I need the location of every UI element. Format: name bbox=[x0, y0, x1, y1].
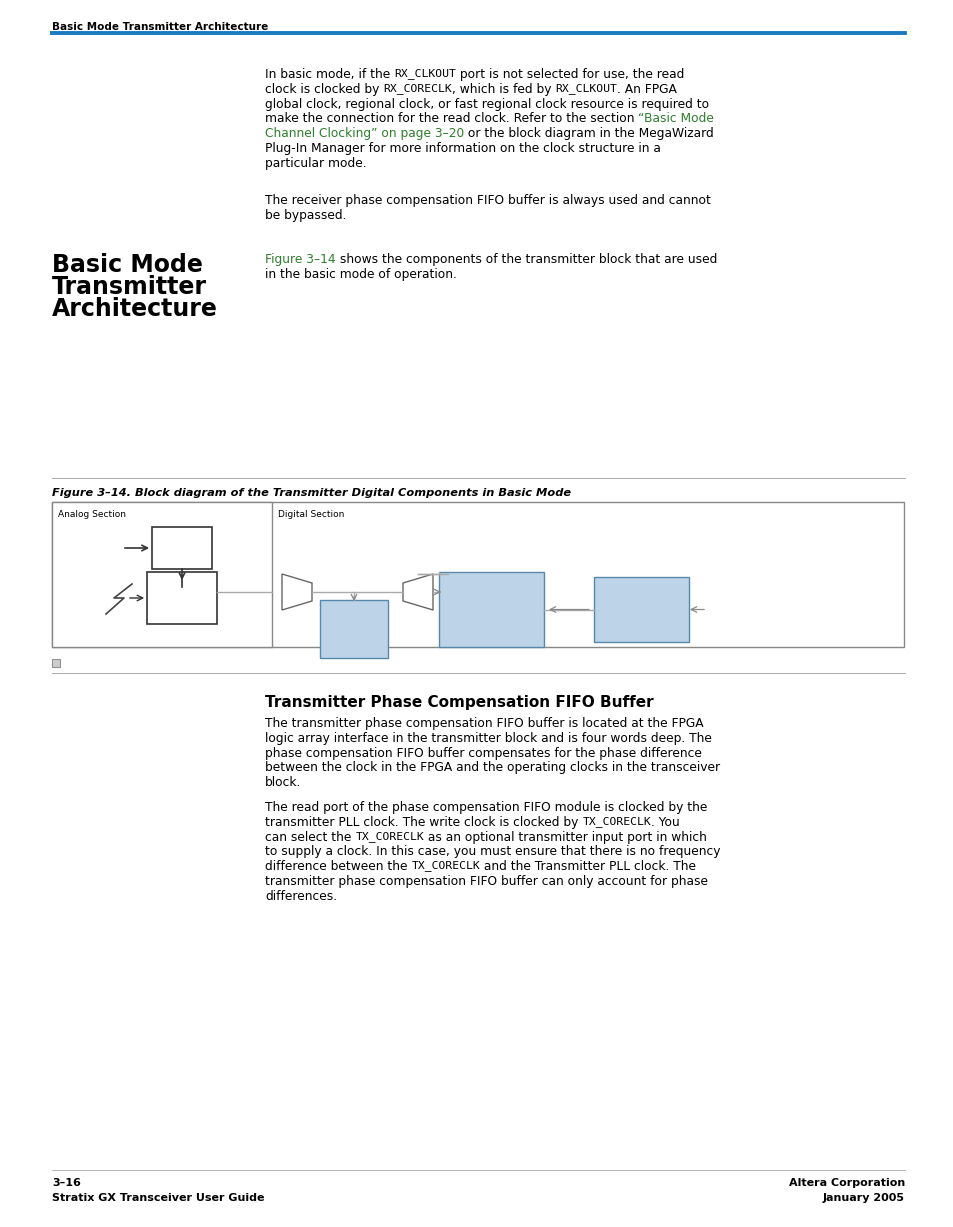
Polygon shape bbox=[282, 574, 312, 610]
Text: TX_CORECLK: TX_CORECLK bbox=[581, 816, 650, 827]
Text: Transmitter Phase Compensation FIFO Buffer: Transmitter Phase Compensation FIFO Buff… bbox=[265, 694, 653, 710]
Text: “Basic Mode: “Basic Mode bbox=[638, 113, 714, 125]
Text: January 2005: January 2005 bbox=[822, 1193, 904, 1202]
Bar bbox=[52, 659, 60, 667]
Text: shows the components of the transmitter block that are used: shows the components of the transmitter … bbox=[335, 253, 717, 266]
Text: Architecture: Architecture bbox=[52, 297, 217, 321]
Text: global clock, regional clock, or fast regional clock resource is required to: global clock, regional clock, or fast re… bbox=[265, 98, 708, 110]
Text: phase compensation FIFO buffer compensates for the phase difference: phase compensation FIFO buffer compensat… bbox=[265, 746, 701, 760]
Text: Plug-In Manager for more information on the clock structure in a: Plug-In Manager for more information on … bbox=[265, 142, 660, 155]
Text: in the basic mode of operation.: in the basic mode of operation. bbox=[265, 267, 456, 281]
Text: transmitter phase compensation FIFO buffer can only account for phase: transmitter phase compensation FIFO buff… bbox=[265, 875, 707, 888]
Text: Altera Corporation: Altera Corporation bbox=[788, 1178, 904, 1188]
Text: TX_CORECLK: TX_CORECLK bbox=[355, 831, 423, 842]
Text: logic array interface in the transmitter block and is four words deep. The: logic array interface in the transmitter… bbox=[265, 731, 711, 745]
Text: The transmitter phase compensation FIFO buffer is located at the FPGA: The transmitter phase compensation FIFO … bbox=[265, 717, 703, 730]
Text: Digital Section: Digital Section bbox=[277, 510, 344, 519]
Bar bbox=[438, 572, 543, 647]
Text: be bypassed.: be bypassed. bbox=[265, 209, 346, 222]
Text: RX_CLKOUT: RX_CLKOUT bbox=[555, 82, 617, 93]
Text: block.: block. bbox=[265, 777, 301, 789]
Text: The read port of the phase compensation FIFO module is clocked by the: The read port of the phase compensation … bbox=[265, 801, 706, 814]
Text: differences.: differences. bbox=[265, 890, 336, 903]
Bar bbox=[147, 572, 216, 625]
Text: TX_CORECLK: TX_CORECLK bbox=[411, 860, 479, 871]
Text: Figure 3–14. Block diagram of the Transmitter Digital Components in Basic Mode: Figure 3–14. Block diagram of the Transm… bbox=[52, 488, 571, 498]
Text: difference between the: difference between the bbox=[265, 860, 411, 874]
Text: to supply a clock. In this case, you must ensure that there is no frequency: to supply a clock. In this case, you mus… bbox=[265, 845, 720, 859]
Bar bbox=[594, 577, 688, 642]
Text: In basic mode, if the: In basic mode, if the bbox=[265, 67, 394, 81]
Text: RX_CLKOUT: RX_CLKOUT bbox=[394, 67, 456, 79]
Text: Basic Mode: Basic Mode bbox=[52, 253, 203, 277]
Polygon shape bbox=[402, 574, 433, 610]
Text: clock is clocked by: clock is clocked by bbox=[265, 82, 383, 96]
Bar bbox=[152, 528, 212, 569]
Text: particular mode.: particular mode. bbox=[265, 157, 366, 169]
Text: The receiver phase compensation FIFO buffer is always used and cannot: The receiver phase compensation FIFO buf… bbox=[265, 194, 710, 207]
Text: Analog Section: Analog Section bbox=[58, 510, 126, 519]
Text: or the block diagram in the MegaWizard: or the block diagram in the MegaWizard bbox=[464, 128, 713, 140]
Text: . You: . You bbox=[650, 816, 679, 828]
Text: Stratix GX Transceiver User Guide: Stratix GX Transceiver User Guide bbox=[52, 1193, 264, 1202]
Bar bbox=[52, 502, 903, 647]
Bar bbox=[52, 502, 272, 647]
Text: Basic Mode Transmitter Architecture: Basic Mode Transmitter Architecture bbox=[52, 22, 268, 32]
Text: Transmitter: Transmitter bbox=[52, 275, 207, 299]
Text: between the clock in the FPGA and the operating clocks in the transceiver: between the clock in the FPGA and the op… bbox=[265, 762, 720, 774]
Text: , which is fed by: , which is fed by bbox=[452, 82, 555, 96]
Text: . An FPGA: . An FPGA bbox=[617, 82, 677, 96]
Text: 3–16: 3–16 bbox=[52, 1178, 81, 1188]
Text: transmitter PLL clock. The write clock is clocked by: transmitter PLL clock. The write clock i… bbox=[265, 816, 581, 828]
Text: make the connection for the read clock. Refer to the section: make the connection for the read clock. … bbox=[265, 113, 638, 125]
Text: as an optional transmitter input port in which: as an optional transmitter input port in… bbox=[423, 831, 706, 844]
Text: can select the: can select the bbox=[265, 831, 355, 844]
Text: Channel Clocking” on page 3–20: Channel Clocking” on page 3–20 bbox=[265, 128, 464, 140]
Text: port is not selected for use, the read: port is not selected for use, the read bbox=[456, 67, 683, 81]
Text: RX_CORECLK: RX_CORECLK bbox=[383, 82, 452, 93]
Text: and the Transmitter PLL clock. The: and the Transmitter PLL clock. The bbox=[479, 860, 696, 874]
Bar bbox=[319, 600, 388, 658]
Text: Figure 3–14: Figure 3–14 bbox=[265, 253, 335, 266]
